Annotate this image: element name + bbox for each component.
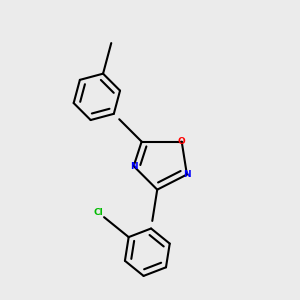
Text: N: N [183, 170, 191, 179]
Text: Cl: Cl [94, 208, 103, 217]
Text: N: N [130, 162, 137, 171]
Text: O: O [178, 137, 186, 146]
